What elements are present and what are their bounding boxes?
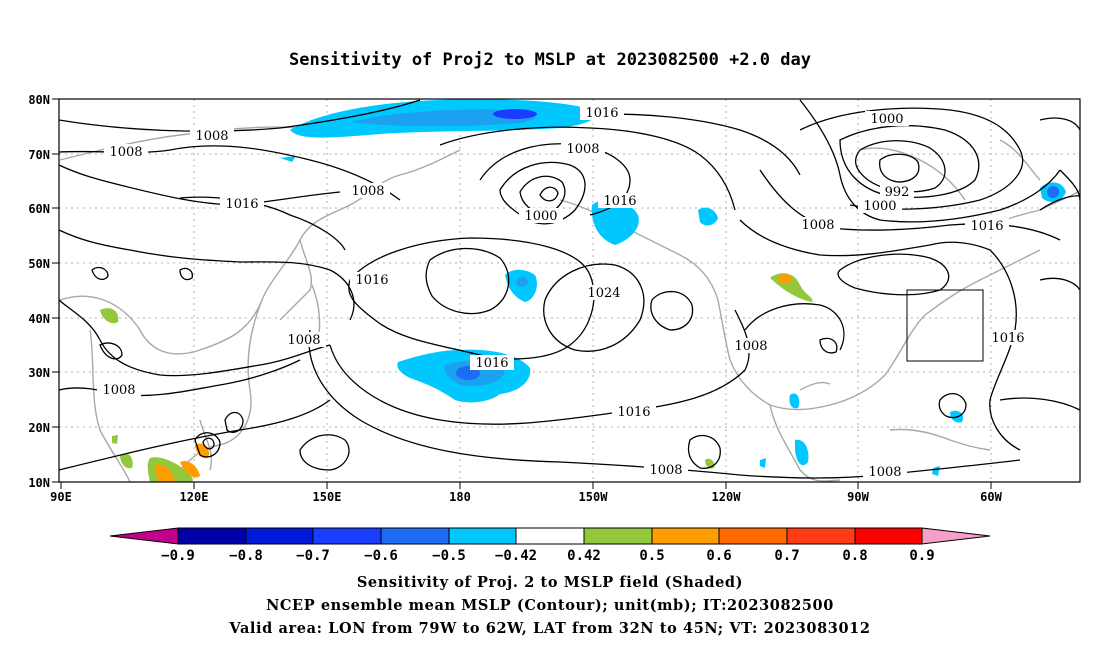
contour-label: 1008 bbox=[195, 129, 228, 144]
contour-label: 1016 bbox=[617, 405, 650, 420]
contour-label: 1008 bbox=[649, 463, 682, 478]
lat-tick-label: 60N bbox=[28, 202, 50, 216]
contour-label: 1008 bbox=[868, 465, 901, 480]
contour-label: 1016 bbox=[603, 194, 636, 209]
colorbar-label: −0.7 bbox=[296, 548, 330, 564]
figure-title: Sensitivity of Proj2 to MSLP at 20230825… bbox=[289, 50, 811, 70]
lon-tick-label: 150W bbox=[579, 490, 609, 504]
lon-tick-label: 60W bbox=[980, 490, 1002, 504]
caption-shading: Sensitivity of Proj. 2 to MSLP field (Sh… bbox=[356, 574, 744, 591]
contour-label: 1016 bbox=[475, 356, 508, 371]
caption-contour: NCEP ensemble mean MSLP (Contour); unit(… bbox=[266, 597, 834, 614]
contour-label: 1008 bbox=[287, 333, 320, 348]
contour-labels: 1008 1008 1016 1008 1016 1008 1008 1016 … bbox=[97, 105, 1030, 480]
contour-label: 992 bbox=[885, 185, 910, 200]
colorbar-label: 0.7 bbox=[774, 548, 799, 564]
map-frame bbox=[58, 98, 1081, 483]
colorbar-label: 0.5 bbox=[639, 548, 664, 564]
colorbar-segment bbox=[380, 527, 450, 545]
lon-tick-label: 120W bbox=[712, 490, 742, 504]
contour-label: 1000 bbox=[524, 209, 557, 224]
colorbar-segment bbox=[583, 527, 653, 545]
lat-axis bbox=[52, 98, 59, 483]
lon-tick-label: 150E bbox=[313, 490, 342, 504]
contour-label: 1024 bbox=[587, 286, 620, 301]
lat-tick-label: 50N bbox=[28, 257, 50, 271]
lat-tick-label: 10N bbox=[28, 476, 50, 490]
contour-label: 1008 bbox=[102, 383, 135, 398]
colorbar-label: −0.42 bbox=[495, 548, 537, 564]
contour-label: 1008 bbox=[566, 142, 599, 157]
contour-label: 1016 bbox=[585, 106, 618, 121]
contour-label: 1008 bbox=[109, 145, 142, 160]
contour-label: 1016 bbox=[991, 331, 1024, 346]
colorbar-segment bbox=[245, 527, 314, 545]
lon-axis bbox=[60, 482, 992, 489]
contour-label: 1000 bbox=[863, 199, 896, 214]
lon-tick-label: 120E bbox=[180, 490, 209, 504]
colorbar-segment bbox=[854, 527, 923, 545]
contour-label: 1016 bbox=[225, 197, 258, 212]
lat-tick-label: 20N bbox=[28, 421, 50, 435]
contour-label: 1008 bbox=[351, 184, 384, 199]
colorbar-label: 0.8 bbox=[842, 548, 867, 564]
lat-tick-label: 80N bbox=[28, 93, 50, 107]
lon-tick-label: 90W bbox=[847, 490, 869, 504]
colorbar-label: −0.5 bbox=[432, 548, 466, 564]
lat-tick-label: 30N bbox=[28, 366, 50, 380]
colorbar-segment bbox=[651, 527, 720, 545]
colorbar-label: 0.6 bbox=[706, 548, 731, 564]
colorbar-label: 0.42 bbox=[567, 548, 601, 564]
colorbar-segment bbox=[515, 527, 585, 545]
colorbar-label: −0.8 bbox=[229, 548, 263, 564]
lon-tick-label: 180 bbox=[449, 490, 471, 504]
colorbar-segment bbox=[786, 527, 856, 545]
caption-valid-area: Valid area: LON from 79W to 62W, LAT fro… bbox=[229, 620, 871, 637]
contour-label: 1008 bbox=[734, 339, 767, 354]
colorbar-arrow-right bbox=[921, 527, 991, 545]
contour-label: 1008 bbox=[801, 218, 834, 233]
coastlines bbox=[59, 126, 1080, 482]
colorbar-label: 0.9 bbox=[909, 548, 934, 564]
colorbar-label: −0.6 bbox=[364, 548, 398, 564]
contour-label: 1016 bbox=[355, 273, 388, 288]
contour-label: 1000 bbox=[870, 112, 903, 127]
colorbar bbox=[109, 527, 991, 545]
valid-area-box bbox=[906, 289, 984, 362]
colorbar-segment bbox=[718, 527, 788, 545]
colorbar-arrow-left bbox=[109, 527, 179, 545]
lon-tick-label: 90E bbox=[50, 490, 72, 504]
lat-tick-label: 40N bbox=[28, 312, 50, 326]
lat-tick-label: 70N bbox=[28, 148, 50, 162]
colorbar-segment bbox=[177, 527, 247, 545]
contour-label: 1016 bbox=[970, 219, 1003, 234]
colorbar-label: −0.9 bbox=[161, 548, 195, 564]
colorbar-segment bbox=[448, 527, 517, 545]
colorbar-segment bbox=[312, 527, 382, 545]
